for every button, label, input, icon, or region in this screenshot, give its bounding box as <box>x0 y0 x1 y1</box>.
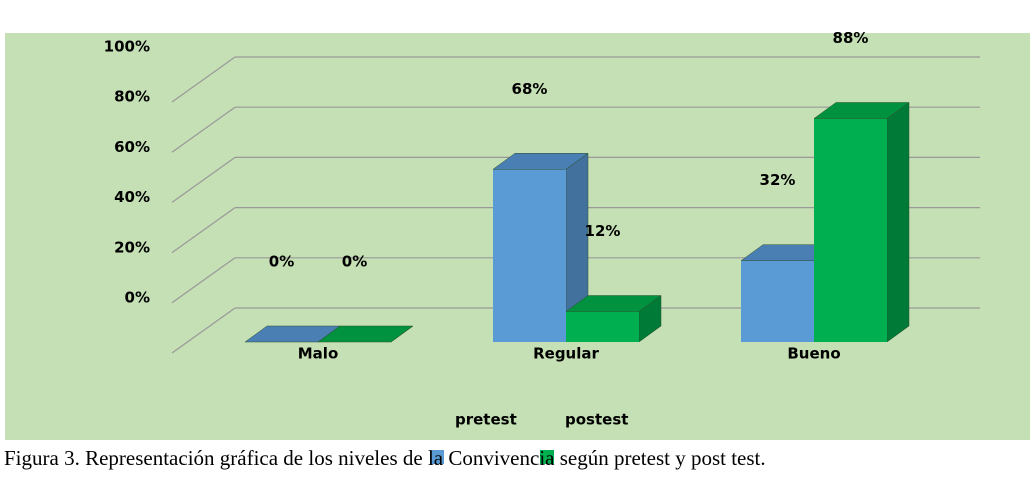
data-label: 32% <box>760 171 796 189</box>
bar-top <box>813 102 910 119</box>
x-tick-label: Regular <box>533 345 599 363</box>
data-label: 68% <box>512 80 548 98</box>
caption: Figura 3. Representación gráfica de los … <box>4 446 766 470</box>
bar <box>814 118 887 342</box>
legend-label: postest <box>565 411 628 429</box>
y-tick-label: 20% <box>114 238 150 256</box>
bar-top <box>492 153 589 170</box>
grid-line <box>171 56 236 103</box>
data-label: 0% <box>342 253 367 271</box>
x-tick-label: Bueno <box>787 345 840 363</box>
bar <box>493 169 566 342</box>
grid-line <box>171 207 236 254</box>
legend-swatch <box>430 450 444 464</box>
grid-line <box>171 307 236 354</box>
legend-swatch <box>540 450 554 464</box>
y-tick-label: 0% <box>125 289 150 307</box>
y-tick-label: 60% <box>114 138 150 156</box>
grid-line <box>171 106 236 153</box>
grid-line <box>171 156 236 203</box>
bar-top <box>565 295 662 312</box>
bar <box>566 311 639 342</box>
x-tick-label: Malo <box>298 345 339 363</box>
data-label: 88% <box>833 29 869 47</box>
bar-top <box>317 325 414 343</box>
grid-line <box>171 257 236 304</box>
y-tick-label: 80% <box>114 88 150 106</box>
legend-label: pretest <box>455 411 517 429</box>
data-label: 12% <box>585 222 621 240</box>
data-label: 0% <box>269 253 294 271</box>
bar-side <box>886 101 910 343</box>
y-tick-label: 100% <box>104 38 150 56</box>
y-tick-label: 40% <box>114 188 150 206</box>
bar <box>741 260 814 342</box>
